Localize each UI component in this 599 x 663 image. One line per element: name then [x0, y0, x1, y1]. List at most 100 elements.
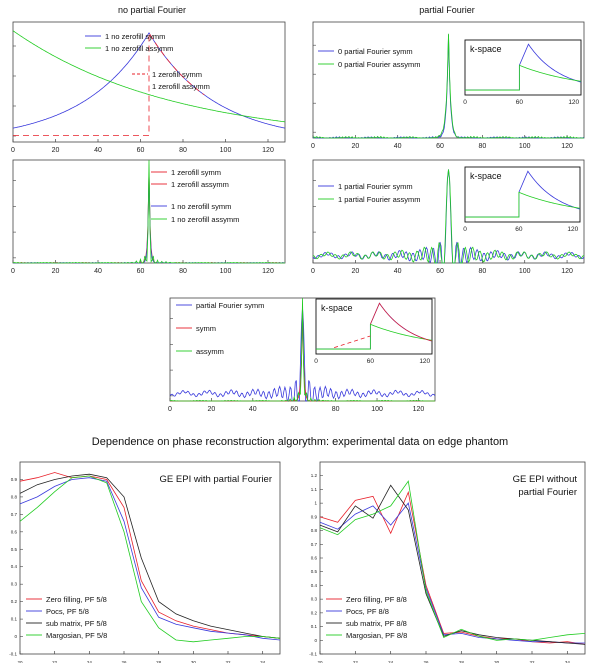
- chart-p6: 20 22 24 26 28 30 32 34 -0.1 0 0.1 0.2 0.3 0.4 0.5 0.6 0…: [9, 461, 281, 663]
- series-line: [312, 33, 584, 139]
- x-tick-label: 80: [478, 268, 486, 275]
- x-tick-label: 40: [249, 406, 257, 413]
- x-tick-label: 22: [52, 660, 58, 663]
- inset-tick-label: 120: [568, 99, 579, 106]
- y-tick-label: 0.9: [11, 477, 18, 482]
- x-tick-label: 60: [436, 268, 444, 275]
- y-tick-label: 0.5: [311, 569, 318, 574]
- y-tick-label: 1.2: [311, 473, 318, 478]
- legend-label: 1 no zerofill assymm: [105, 44, 173, 53]
- x-tick-label: 32: [529, 660, 535, 663]
- inset-line: [334, 335, 371, 349]
- x-tick-label: 20: [52, 268, 60, 275]
- x-tick-label: 60: [137, 147, 145, 154]
- y-tick-label: 0.7: [311, 542, 318, 547]
- legend-label: 1 zerofill assymm: [171, 180, 229, 189]
- plots-layer: 0 20 40 60 80 100 120 1 no zerofill symm 1 no ze…: [9, 21, 586, 663]
- y-tick-label: 0.2: [11, 599, 18, 604]
- inset-tick-label: 0: [463, 226, 467, 233]
- chart-p2: 0 20 40 60 80 100 120 0 partial Fourier symm 0 p…: [311, 21, 585, 150]
- y-tick-label: 0.1: [311, 624, 318, 629]
- legend-label: 1 no zerofill symm: [105, 32, 165, 41]
- plot-frame: [169, 297, 436, 402]
- x-tick-label: 40: [394, 143, 402, 150]
- legend-label: 0 partial Fourier symm: [338, 47, 413, 56]
- inset-line: [465, 43, 582, 91]
- x-tick-label: 20: [351, 268, 359, 275]
- x-tick-label: 80: [332, 406, 340, 413]
- series-line: [12, 30, 286, 123]
- x-tick-label: 30: [191, 660, 197, 663]
- x-tick-label: 100: [519, 143, 531, 150]
- y-tick-label: 0.3: [11, 582, 18, 587]
- x-tick-label: 24: [87, 660, 93, 663]
- chart-p5: 0 20 40 60 80 100 120 partial Fourier symm symm a…: [168, 297, 436, 413]
- y-tick-label: 0: [14, 634, 17, 639]
- inset-tick-label: 120: [419, 358, 430, 365]
- legend-label: symm: [196, 324, 216, 333]
- series-line: [12, 160, 286, 264]
- chart-p3: 0 20 40 60 80 100 120 1 zerofill symm 1 zerofill…: [11, 159, 286, 275]
- x-tick-label: 80: [179, 147, 187, 154]
- x-tick-label: 80: [478, 143, 486, 150]
- legend-label: Margosian, PF 5/8: [46, 631, 107, 640]
- inset-line: [465, 64, 582, 91]
- inset-tick-label: 0: [463, 99, 467, 106]
- x-tick-label: 0: [311, 143, 315, 150]
- legend-label: Zero filling, PF 8/8: [346, 595, 407, 604]
- y-tick-label: 1.1: [311, 487, 318, 492]
- plot-frame: [312, 159, 585, 264]
- heading-experimental: Dependence on phase reconstruction algor…: [92, 436, 508, 448]
- legend-label: 1 zerofill symm: [171, 168, 221, 177]
- x-tick-label: 60: [436, 143, 444, 150]
- x-tick-label: 0: [168, 406, 172, 413]
- legend-label: 1 no zerofill symm: [171, 202, 231, 211]
- y-tick-label: 0.3: [311, 597, 318, 602]
- y-tick-label: 0.8: [11, 494, 18, 499]
- inset-frame: [315, 298, 433, 355]
- x-tick-label: 60: [137, 268, 145, 275]
- legend-label: 1 no zerofill assymm: [171, 215, 239, 224]
- x-tick-label: 100: [371, 406, 383, 413]
- x-tick-label: 100: [519, 268, 531, 275]
- legend-label: 1 partial Fourier symm: [338, 182, 413, 191]
- x-tick-label: 100: [220, 147, 232, 154]
- legend-label: 1 partial Fourier assymm: [338, 195, 421, 204]
- legend-label: 1 zerofill symm: [152, 70, 202, 79]
- panel-title: GE EPI with partial Fourier: [160, 474, 272, 485]
- legend-label: Pocs, PF 8/8: [346, 607, 389, 616]
- x-tick-label: 0: [311, 268, 315, 275]
- y-tick-label: 0.6: [311, 556, 318, 561]
- legend-label: Pocs, PF 5/8: [46, 607, 89, 616]
- x-tick-label: 28: [156, 660, 162, 663]
- inset-label: k-space: [470, 44, 502, 54]
- x-tick-label: 26: [121, 660, 127, 663]
- y-tick-label: 0.2: [311, 610, 318, 615]
- inset-tick-label: 120: [567, 226, 578, 233]
- series-line: [319, 502, 585, 644]
- legend-label: partial Fourier symm: [196, 301, 264, 310]
- y-tick-label: -0.1: [309, 652, 317, 657]
- inset-tick-label: 0: [314, 358, 318, 365]
- plot-frame: [12, 159, 286, 264]
- x-tick-label: 34: [565, 660, 571, 663]
- series-line: [13, 31, 205, 136]
- inset-line: [465, 191, 581, 218]
- heading-no-partial-fourier: no partial Fourier: [118, 5, 186, 15]
- y-tick-label: 0.9: [311, 514, 318, 519]
- chart-p7: 20 22 24 26 28 30 32 34 -0.1 0 0.1 0.2 0.3 0.4 0.5 0.6 0…: [309, 461, 586, 663]
- inset-label: k-space: [470, 171, 502, 181]
- y-tick-label: 0.1: [11, 617, 18, 622]
- inset-line: [370, 302, 433, 342]
- series-line: [312, 169, 585, 264]
- heading-partial-fourier: partial Fourier: [419, 5, 475, 15]
- x-tick-label: 20: [17, 660, 23, 663]
- x-tick-label: 32: [225, 660, 231, 663]
- x-tick-label: 100: [220, 268, 232, 275]
- inset-line: [465, 170, 581, 218]
- y-tick-label: 0: [314, 638, 317, 643]
- x-tick-label: 40: [94, 147, 102, 154]
- x-tick-label: 80: [179, 268, 187, 275]
- inset-tick-label: 60: [516, 99, 524, 106]
